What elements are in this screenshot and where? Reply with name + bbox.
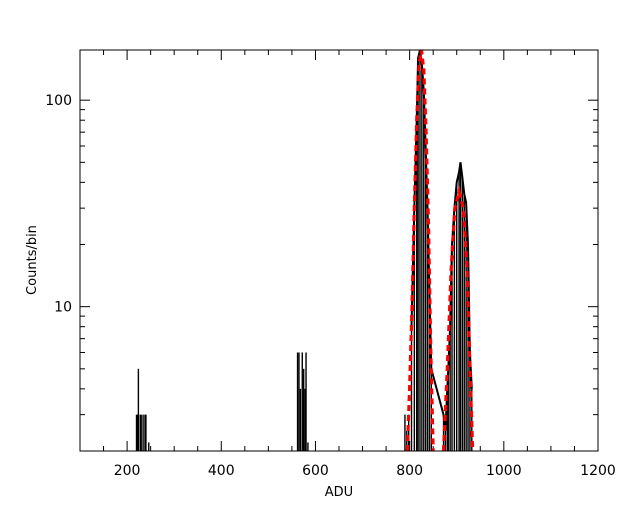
x-axis-title: ADU xyxy=(325,485,353,500)
ticks xyxy=(79,50,599,452)
plot-frame xyxy=(79,49,599,452)
x-tick-label: 600 xyxy=(302,463,329,479)
x-tick-label: 800 xyxy=(396,463,423,479)
tick-labels: 200 400 600 800 1000 1200 10 100 xyxy=(45,93,616,479)
fit-curve-2 xyxy=(441,185,475,452)
y-tick-label: 10 xyxy=(54,300,72,316)
y-tick-label: 100 xyxy=(45,93,72,109)
data-layer xyxy=(135,49,475,452)
fit-curve-1 xyxy=(405,49,435,452)
x-tick-label: 1000 xyxy=(486,463,522,479)
x-tick-label: 1200 xyxy=(580,463,616,479)
y-axis-title: Counts/bin xyxy=(25,225,40,295)
x-tick-label: 200 xyxy=(114,463,141,479)
x-tick-label: 400 xyxy=(208,463,235,479)
